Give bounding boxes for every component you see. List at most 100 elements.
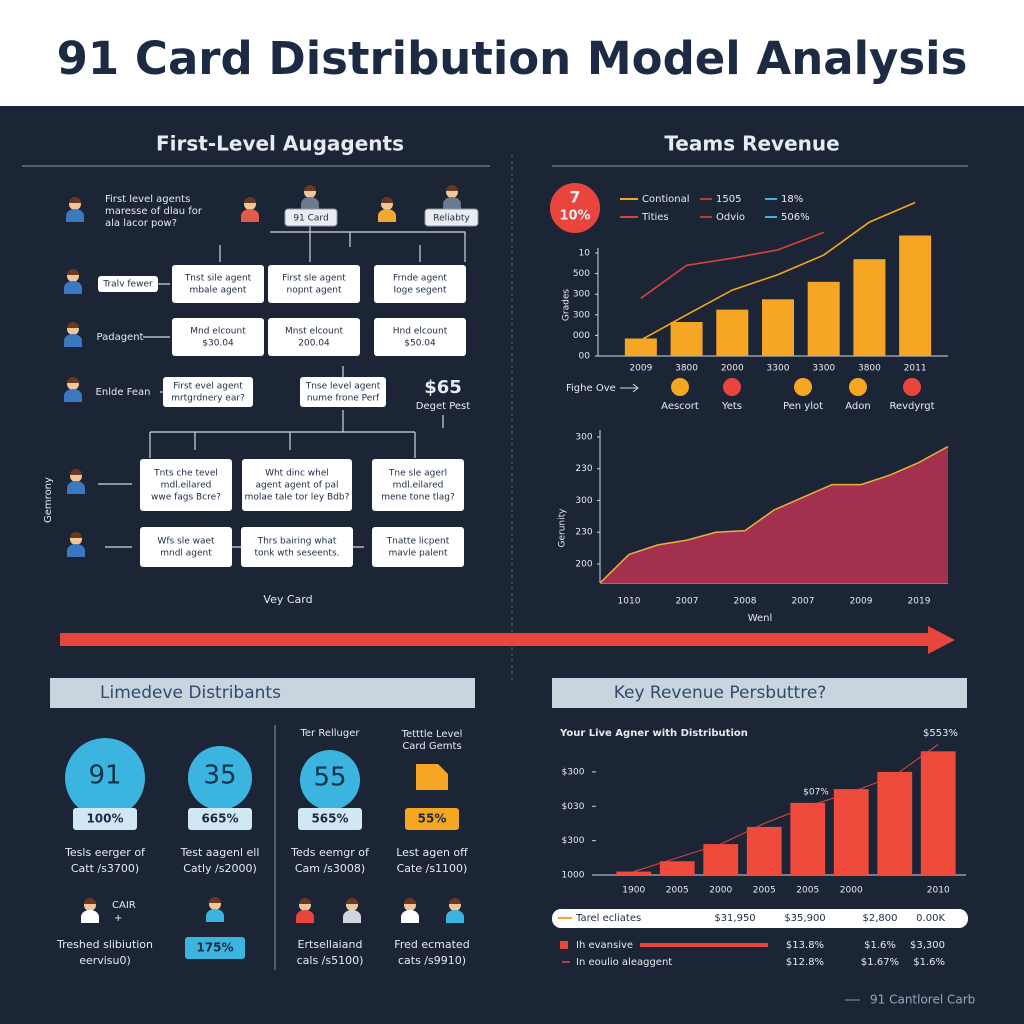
bar	[670, 322, 703, 356]
connector	[149, 410, 416, 458]
bar	[899, 235, 932, 356]
box	[242, 459, 352, 511]
y-tick-label: 300	[575, 433, 592, 443]
y-tick-label: 230	[575, 464, 592, 474]
flow-box-text: molae tale tor ley Bdb?	[245, 493, 350, 503]
person-icon-hair	[70, 532, 82, 538]
heading: Ter Relluger	[299, 728, 360, 739]
table-cell: $2,800	[863, 913, 898, 924]
icon-label: Revdyrgt	[889, 401, 934, 412]
flow-box-text: 200.04	[298, 339, 330, 349]
badge-plus: +	[114, 913, 122, 924]
tag: 91 Card	[293, 214, 328, 224]
flow-box-text: Frnde agent	[393, 274, 447, 284]
stat-circle	[65, 738, 145, 818]
note: eervisu0)	[79, 954, 131, 967]
flow-box-text: First evel agent	[173, 382, 243, 392]
table-cell: 0.00K	[916, 913, 945, 924]
connector	[270, 231, 466, 262]
person-icon-hair	[209, 897, 221, 903]
person-icon-hair	[67, 322, 79, 328]
section-title: Key Revenue Persbuttre?	[614, 683, 827, 703]
flow-box-text: mdl.eilared	[393, 481, 444, 491]
x-tick-label: 2000	[721, 364, 744, 374]
side-label: Padagent	[97, 332, 144, 343]
flow-box-text: Hnd elcount	[393, 327, 448, 337]
box	[140, 459, 232, 511]
x-tick-label: 2009	[850, 597, 873, 607]
person-icon-body	[81, 910, 99, 923]
section-band	[552, 678, 967, 708]
box	[268, 265, 360, 303]
box	[98, 276, 158, 292]
y-tick-label: $030	[562, 802, 585, 812]
arrow-head	[928, 626, 955, 654]
x-tick-label: 3300	[812, 364, 835, 374]
footer: 91 Cantlorel Carb	[870, 993, 975, 1007]
bar	[807, 281, 840, 356]
person-icon-hair	[449, 898, 461, 904]
side-label: Enlde Fean	[96, 387, 151, 398]
label: First level agents	[105, 194, 190, 205]
flow-footer: Vey Card	[263, 593, 312, 606]
box	[424, 208, 479, 227]
y-tick-label: $300	[562, 836, 585, 846]
x-tick-label: 2000	[840, 886, 863, 896]
box	[185, 937, 245, 959]
flow-box-text: Mnst elcount	[285, 327, 343, 337]
bar	[790, 802, 826, 875]
box	[298, 808, 362, 830]
flow-box-text: Tnse level agent	[305, 382, 381, 392]
stat-desc: Catt /s3700)	[71, 862, 139, 875]
legend-label: Contional	[642, 194, 690, 205]
box	[300, 377, 386, 407]
person-icon-body	[446, 910, 464, 923]
note: cats /s9910)	[398, 954, 466, 967]
person-icon-body	[443, 197, 461, 210]
icon-label: Aescort	[661, 401, 699, 412]
person-icon-hair	[446, 185, 458, 191]
person-icon-body	[343, 910, 361, 923]
badge	[550, 183, 600, 233]
bar	[762, 299, 794, 356]
x-tick-label: 3800	[858, 364, 881, 374]
caption-arrow	[620, 383, 639, 393]
person-icon-hair	[70, 469, 82, 475]
y-tick-label: 1000	[562, 871, 585, 881]
flow-box-text: Thrs bairing what	[257, 537, 337, 547]
icon-label: Yets	[721, 401, 742, 412]
table-cell: $1.6%	[913, 957, 945, 968]
person-icon-hair	[381, 197, 393, 203]
table-cell: $35,900	[784, 913, 825, 924]
label: ala lacor pow?	[105, 218, 177, 229]
person-icon-hair	[84, 898, 96, 904]
trend-line	[640, 231, 825, 299]
header-band	[0, 0, 1024, 106]
trend-line	[633, 744, 939, 873]
note: Treshed slibiution	[56, 938, 153, 951]
legend-label: 18%	[781, 194, 803, 205]
person-icon-body	[67, 481, 85, 494]
trend-line	[640, 201, 916, 341]
area	[600, 446, 948, 583]
person-icon-hair	[244, 197, 256, 203]
icon	[849, 378, 867, 396]
x-tick-label: 2005	[753, 886, 776, 896]
flow-box-text: mene tone tlag?	[381, 493, 455, 503]
vertical-label: Gemrony	[43, 477, 54, 523]
stat-value: 55	[313, 763, 346, 793]
icon-label: Pen ylot	[783, 401, 823, 412]
person-icon-hair	[67, 377, 79, 383]
box	[73, 808, 137, 830]
icon	[794, 378, 812, 396]
legend-label: 506%	[781, 212, 810, 223]
icons-caption: Fighe Ove	[566, 383, 616, 394]
flow-box-text: mndl agent	[160, 549, 212, 559]
x-tick-label: 1900	[622, 886, 645, 896]
box	[172, 265, 264, 303]
connector	[98, 483, 364, 548]
person-icon-hair	[346, 898, 358, 904]
x-tick-label: 2000	[709, 886, 732, 896]
person-icon-hair	[404, 898, 416, 904]
flow-box-text: mavle palent	[388, 549, 447, 559]
